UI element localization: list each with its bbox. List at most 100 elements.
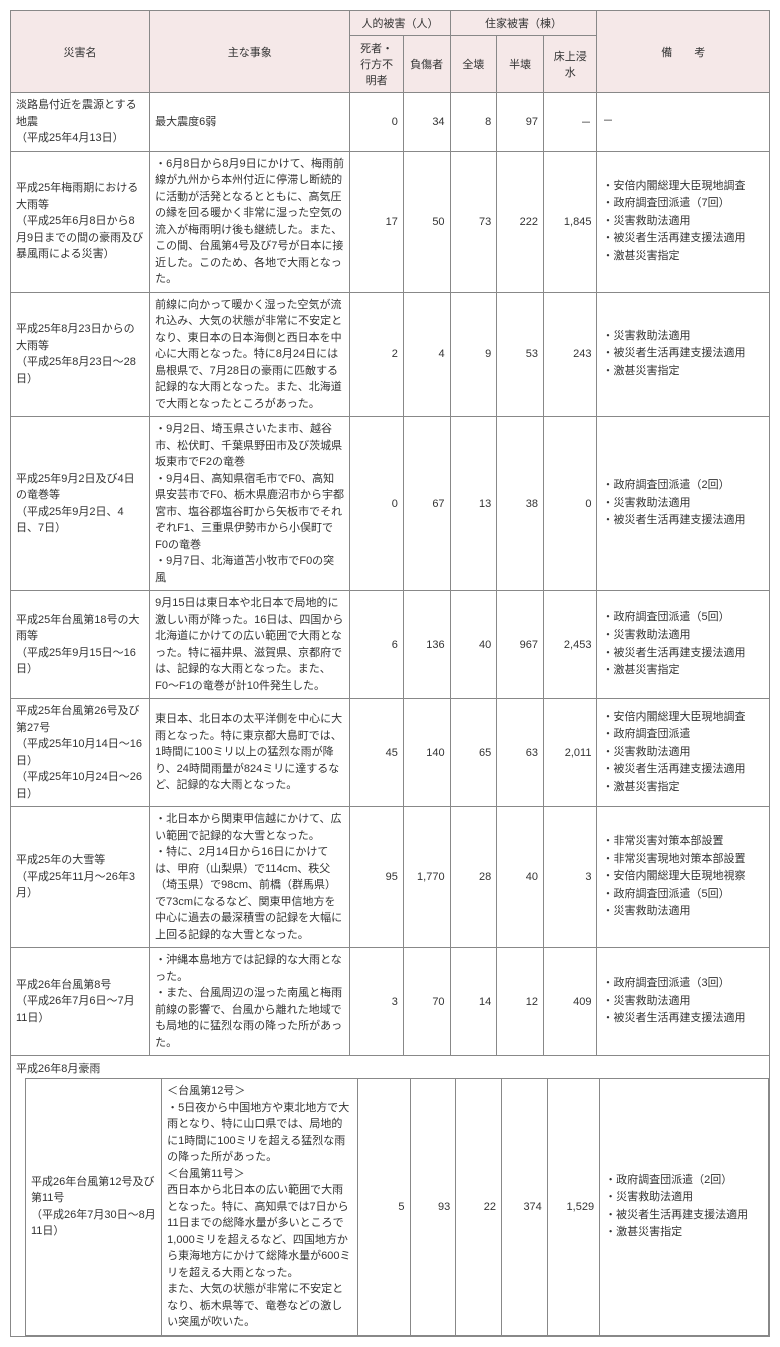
dead-cell: 5 [358, 1079, 410, 1336]
full-cell: 13 [450, 417, 497, 591]
remarks-item: 被災者生活再建支援法適用 [602, 1010, 764, 1028]
injured-cell: 4 [403, 292, 450, 417]
disaster-table: 災害名 主な事象 人的被害（人） 住家被害（棟） 備 考 死者・行方不明者 負傷… [10, 10, 770, 1337]
half-cell: 222 [497, 151, 544, 292]
header-human-group: 人的被害（人） [350, 11, 450, 36]
disaster-name: 淡路島付近を震源とする地震（平成25年4月13日） [11, 93, 150, 152]
remarks-item: 災害救助法適用 [602, 993, 764, 1011]
full-cell: 22 [456, 1079, 502, 1336]
injured-cell: 34 [403, 93, 450, 152]
disaster-name: 平成26年台風第8号（平成26年7月6日〜7月11日） [11, 948, 150, 1056]
full-cell: 8 [450, 93, 497, 152]
table-row: 淡路島付近を震源とする地震（平成25年4月13日）最大震度6弱034897－－ [11, 93, 770, 152]
nested-row: 平成26年台風第12号及び第11号（平成26年7月30日〜8月11日）＜台風第1… [11, 1078, 770, 1336]
half-cell: 63 [497, 699, 544, 807]
half-cell: 97 [497, 93, 544, 152]
remarks-cell: 政府調査団派遣（2回）災害救助法適用被災者生活再建支援法適用激甚災害指定 [600, 1079, 769, 1336]
header-remarks: 備 考 [597, 11, 770, 93]
description-cell: ・北日本から関東甲信越にかけて、広い範囲で記録的な大雪となった。・特に、2月14… [150, 807, 350, 948]
remarks-item: 被災者生活再建支援法適用 [602, 345, 764, 363]
remarks-item: 被災者生活再建支援法適用 [602, 512, 764, 530]
description-cell: ・沖縄本島地方では記録的な大雨となった。・また、台風周辺の湿った南風と梅雨前線の… [150, 948, 350, 1056]
injured-cell: 67 [403, 417, 450, 591]
remarks-item: 非常災害対策本部設置 [602, 833, 764, 851]
flood-cell: 409 [544, 948, 597, 1056]
remarks-item: 激甚災害指定 [602, 363, 764, 381]
remarks-item: 被災者生活再建支援法適用 [602, 761, 764, 779]
half-cell: 40 [497, 807, 544, 948]
remarks-item: 災害救助法適用 [605, 1189, 763, 1207]
disaster-name: 平成25年台風第18号の大雨等（平成25年9月15日〜16日） [11, 591, 150, 699]
full-cell: 65 [450, 699, 497, 807]
table-row: 平成25年の大雪等（平成25年11月〜26年3月）・北日本から関東甲信越にかけて… [11, 807, 770, 948]
half-cell: 374 [502, 1079, 548, 1336]
dead-cell: 6 [350, 591, 403, 699]
full-cell: 14 [450, 948, 497, 1056]
remarks-item: 災害救助法適用 [602, 495, 764, 513]
remarks-item: 政府調査団派遣（3回） [602, 975, 764, 993]
injured-cell: 70 [403, 948, 450, 1056]
disaster-name: 平成26年台風第12号及び第11号（平成26年7月30日〜8月11日） [26, 1079, 162, 1336]
disaster-name: 平成25年9月2日及び4日の竜巻等（平成25年9月2日、4日、7日） [11, 417, 150, 591]
disaster-name: 平成25年の大雪等（平成25年11月〜26年3月） [11, 807, 150, 948]
header-half: 半壊 [497, 36, 544, 93]
remarks-item: 安倍内閣総理大臣現地調査 [602, 709, 764, 727]
table-row: 平成25年梅雨期における大雨等（平成25年6月8日から8月9日までの間の豪雨及び… [11, 151, 770, 292]
table-row: 平成25年9月2日及び4日の竜巻等（平成25年9月2日、4日、7日）・9月2日、… [11, 417, 770, 591]
remarks-item: 災害救助法適用 [602, 213, 764, 231]
dead-cell: 2 [350, 292, 403, 417]
flood-cell: 243 [544, 292, 597, 417]
table-row: 平成26年台風第12号及び第11号（平成26年7月30日〜8月11日）＜台風第1… [26, 1079, 769, 1336]
description-cell: 9月15日は東日本や北日本で局地的に激しい雨が降った。16日は、四国から北海道に… [150, 591, 350, 699]
remarks-item: 激甚災害指定 [602, 662, 764, 680]
disaster-name: 平成25年梅雨期における大雨等（平成25年6月8日から8月9日までの間の豪雨及び… [11, 151, 150, 292]
remarks-item: 被災者生活再建支援法適用 [605, 1207, 763, 1225]
remarks-item: 政府調査団派遣（7回） [602, 195, 764, 213]
description-cell: 東日本、北日本の太平洋側を中心に大雨となった。特に東京都大島町では、1時間に10… [150, 699, 350, 807]
dead-cell: 0 [350, 417, 403, 591]
flood-cell: 2,453 [544, 591, 597, 699]
remarks-item: 災害救助法適用 [602, 903, 764, 921]
full-cell: 9 [450, 292, 497, 417]
description-cell: ＜台風第12号＞・5日夜から中国地方や東北地方で大雨となり、特に山口県では、局地… [162, 1079, 358, 1336]
nested-container: 平成26年台風第12号及び第11号（平成26年7月30日〜8月11日）＜台風第1… [11, 1078, 770, 1336]
half-cell: 967 [497, 591, 544, 699]
description-cell: ・6月8日から8月9日にかけて、梅雨前線が九州から本州付近に停滞し断続的に活動が… [150, 151, 350, 292]
injured-cell: 136 [403, 591, 450, 699]
half-cell: 38 [497, 417, 544, 591]
description-cell: 前線に向かって暖かく湿った空気が流れ込み、大気の状態が非常に不安定となり、東日本… [150, 292, 350, 417]
remarks-item: 激甚災害指定 [602, 248, 764, 266]
remarks-cell: 非常災害対策本部設置非常災害現地対策本部設置安倍内閣総理大臣現地視察政府調査団派… [597, 807, 770, 948]
header-full: 全壊 [450, 36, 497, 93]
flood-cell: 0 [544, 417, 597, 591]
flood-cell: 3 [544, 807, 597, 948]
full-cell: 28 [450, 807, 497, 948]
remarks-item: 政府調査団派遣（2回） [605, 1172, 763, 1190]
header-dead: 死者・行方不明者 [350, 36, 403, 93]
disaster-name: 平成25年8月23日からの大雨等（平成25年8月23日〜28日） [11, 292, 150, 417]
remarks-cell: 安倍内閣総理大臣現地調査政府調査団派遣災害救助法適用被災者生活再建支援法適用激甚… [597, 699, 770, 807]
nested-table: 平成26年台風第12号及び第11号（平成26年7月30日〜8月11日）＜台風第1… [25, 1078, 769, 1336]
injured-cell: 1,770 [403, 807, 450, 948]
injured-cell: 50 [403, 151, 450, 292]
remarks-item: 政府調査団派遣 [602, 726, 764, 744]
remarks-item: 災害救助法適用 [602, 744, 764, 762]
table-row: 平成25年台風第18号の大雨等（平成25年9月15日〜16日）9月15日は東日本… [11, 591, 770, 699]
flood-cell: 1,845 [544, 151, 597, 292]
remarks-item: 安倍内閣総理大臣現地視察 [602, 868, 764, 886]
header-house-group: 住家被害（棟） [450, 11, 597, 36]
remarks-item: 災害救助法適用 [602, 627, 764, 645]
injured-cell: 140 [403, 699, 450, 807]
half-cell: 12 [497, 948, 544, 1056]
header-name: 災害名 [11, 11, 150, 93]
remarks-item: 安倍内閣総理大臣現地調査 [602, 178, 764, 196]
flood-cell: － [544, 93, 597, 152]
section-label: 平成26年8月豪雨 [11, 1056, 770, 1079]
table-row: 平成25年台風第26号及び第27号（平成25年10月14日〜16日）（平成25年… [11, 699, 770, 807]
section-header-row: 平成26年8月豪雨 [11, 1056, 770, 1079]
description-cell: 最大震度6弱 [150, 93, 350, 152]
dead-cell: 45 [350, 699, 403, 807]
remarks-cell: 政府調査団派遣（5回）災害救助法適用被災者生活再建支援法適用激甚災害指定 [597, 591, 770, 699]
remarks-item: 政府調査団派遣（2回） [602, 477, 764, 495]
flood-cell: 2,011 [544, 699, 597, 807]
